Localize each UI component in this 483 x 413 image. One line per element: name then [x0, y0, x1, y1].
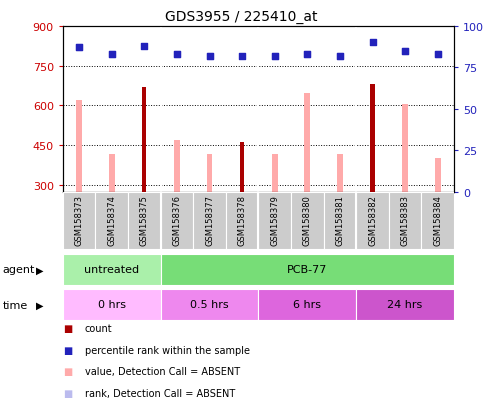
Text: GSM158374: GSM158374: [107, 195, 116, 246]
Bar: [109, 155, 114, 192]
Point: [401, 48, 409, 55]
Point: [401, 48, 409, 55]
Text: GSM158379: GSM158379: [270, 195, 279, 246]
Point: [271, 53, 279, 60]
Bar: [193, 192, 226, 250]
Bar: [63, 289, 160, 320]
Text: 0.5 hrs: 0.5 hrs: [190, 299, 229, 310]
Text: ■: ■: [63, 388, 72, 398]
Bar: [160, 289, 258, 320]
Text: GSM158373: GSM158373: [74, 195, 84, 246]
Text: ▶: ▶: [36, 300, 44, 310]
Point: [75, 45, 83, 52]
Bar: [304, 94, 310, 192]
Text: GSM158375: GSM158375: [140, 195, 149, 246]
Bar: [324, 192, 356, 250]
Bar: [160, 254, 454, 285]
Bar: [128, 192, 160, 250]
Bar: [142, 88, 146, 192]
Text: GSM158384: GSM158384: [433, 195, 442, 246]
Text: GSM158382: GSM158382: [368, 195, 377, 246]
Bar: [258, 289, 356, 320]
Text: value, Detection Call = ABSENT: value, Detection Call = ABSENT: [85, 366, 240, 376]
Point: [75, 45, 83, 52]
Point: [206, 53, 213, 60]
Text: GSM158377: GSM158377: [205, 195, 214, 246]
Bar: [421, 192, 454, 250]
Text: percentile rank within the sample: percentile rank within the sample: [85, 345, 250, 355]
Bar: [356, 192, 389, 250]
Bar: [389, 192, 421, 250]
Point: [336, 53, 344, 60]
Text: GSM158380: GSM158380: [303, 195, 312, 246]
Point: [173, 52, 181, 58]
Bar: [96, 192, 128, 250]
Point: [108, 52, 115, 58]
Text: 24 hrs: 24 hrs: [387, 299, 423, 310]
Text: ■: ■: [63, 323, 72, 333]
Text: GDS3955 / 225410_at: GDS3955 / 225410_at: [165, 10, 318, 24]
Text: count: count: [85, 323, 112, 333]
Point: [271, 53, 279, 60]
Point: [303, 52, 311, 58]
Text: 0 hrs: 0 hrs: [98, 299, 126, 310]
Text: ■: ■: [63, 366, 72, 376]
Bar: [160, 192, 193, 250]
Bar: [63, 254, 160, 285]
Text: 6 hrs: 6 hrs: [293, 299, 321, 310]
Bar: [63, 192, 96, 250]
Bar: [258, 192, 291, 250]
Bar: [291, 192, 324, 250]
Point: [336, 53, 344, 60]
Text: GSM158381: GSM158381: [335, 195, 344, 246]
Point: [206, 53, 213, 60]
Bar: [356, 289, 454, 320]
Bar: [435, 159, 440, 192]
Text: GSM158378: GSM158378: [238, 195, 247, 246]
Point: [141, 43, 148, 50]
Text: rank, Detection Call = ABSENT: rank, Detection Call = ABSENT: [85, 388, 235, 398]
Point: [369, 40, 376, 47]
Bar: [370, 85, 375, 192]
Bar: [174, 140, 180, 192]
Point: [173, 52, 181, 58]
Text: GSM158383: GSM158383: [400, 195, 410, 246]
Point: [434, 52, 441, 58]
Bar: [240, 143, 244, 192]
Bar: [226, 192, 258, 250]
Bar: [402, 105, 408, 192]
Text: untreated: untreated: [84, 264, 139, 275]
Text: PCB-77: PCB-77: [287, 264, 327, 275]
Text: ▶: ▶: [36, 265, 44, 275]
Text: agent: agent: [2, 265, 35, 275]
Bar: [76, 101, 82, 192]
Text: time: time: [2, 300, 28, 310]
Text: ■: ■: [63, 345, 72, 355]
Point: [238, 53, 246, 60]
Point: [303, 52, 311, 58]
Bar: [337, 155, 343, 192]
Point: [108, 52, 115, 58]
Point: [434, 52, 441, 58]
Text: GSM158376: GSM158376: [172, 195, 182, 246]
Bar: [207, 155, 213, 192]
Bar: [272, 155, 278, 192]
